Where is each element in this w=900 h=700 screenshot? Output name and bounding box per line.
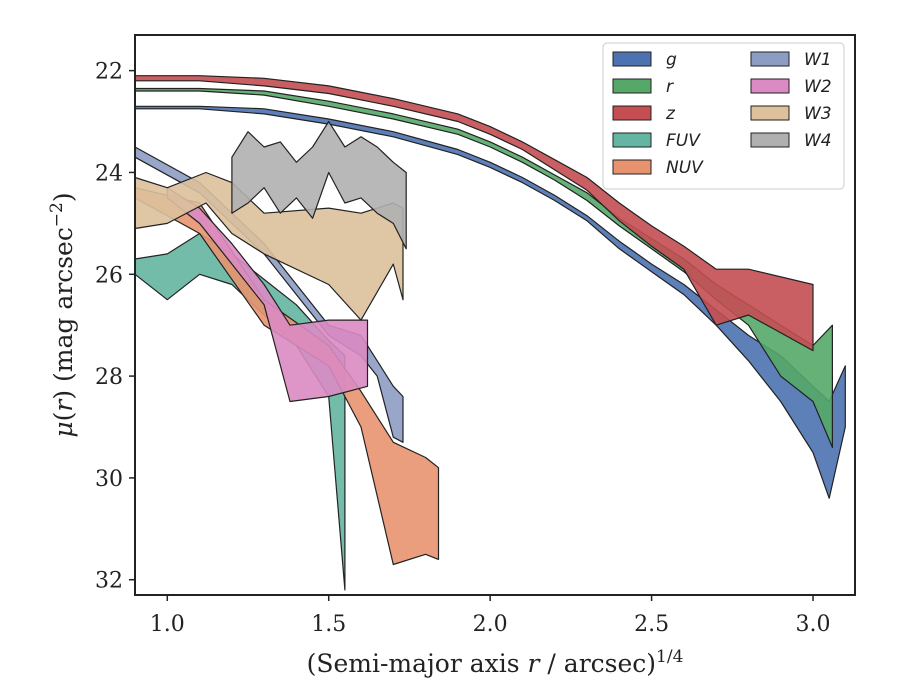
x-tick-label: 2.5 (634, 612, 669, 637)
legend-label-fuv: FUV (666, 131, 701, 151)
x-tick-label: 1.5 (311, 612, 346, 637)
plot-area (134, 75, 846, 591)
legend-swatch-w2 (750, 78, 790, 94)
y-axis-label: μ(r) (mag arcsec−2) (47, 192, 78, 437)
legend-swatch-w1 (750, 51, 790, 67)
y-tick-label: 24 (95, 161, 123, 186)
y-tick-label: 22 (95, 60, 123, 85)
y-tick-label: 32 (95, 569, 123, 594)
x-tick-label: 1.0 (150, 612, 185, 637)
y-tick-label: 26 (95, 263, 123, 288)
y-tick-label: 30 (95, 467, 123, 492)
legend-swatch-fuv (612, 132, 652, 148)
plot-frame (134, 34, 856, 596)
legend-swatch-z (612, 105, 652, 121)
legend-label-w4: W4 (804, 131, 832, 151)
legend-swatch-g (612, 51, 652, 67)
y-axis: 22 24 26 28 30 32 (95, 60, 135, 594)
x-tick-label: 2.0 (473, 612, 508, 637)
x-tick-label: 3.0 (796, 612, 831, 637)
legend-swatch-nuv (612, 159, 652, 175)
legend-label-w1: W1 (804, 50, 832, 70)
legend-swatch-w4 (750, 132, 790, 148)
legend-label-r: r (666, 77, 674, 97)
legend-label-z: z (665, 104, 676, 124)
legend-label-g: g (666, 50, 677, 70)
legend-swatch-r (612, 78, 652, 94)
x-axis: 1.0 1.5 2.0 2.5 3.0 (150, 595, 831, 637)
legend-swatch-w3 (750, 105, 790, 121)
legend-label-w2: W2 (804, 77, 832, 97)
series-band-w4 (231, 120, 407, 250)
series-band-z (134, 75, 814, 352)
legend: grz FUV NUV W1 W2 W3 W4 (602, 42, 845, 190)
legend-label-w3: W3 (804, 104, 832, 124)
x-axis-label: (Semi-major axis r / arcsec)1/4 (307, 647, 684, 678)
legend-label-nuv: NUV (666, 158, 704, 178)
y-tick-label: 28 (95, 365, 123, 390)
series-band-w2 (166, 187, 369, 403)
